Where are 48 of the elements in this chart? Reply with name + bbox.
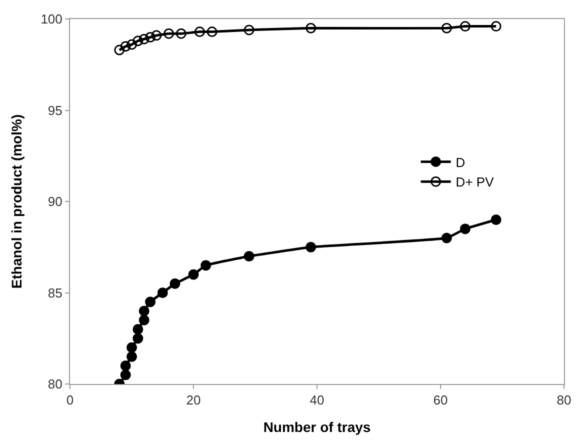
point: [145, 32, 156, 42]
point: [194, 26, 205, 38]
point: [206, 26, 218, 38]
point: [244, 251, 254, 262]
point: [132, 333, 144, 344]
legend-label: D: [456, 154, 466, 170]
point: [126, 351, 137, 362]
x-tick-label: 60: [433, 392, 448, 408]
x-tick-label: 80: [556, 392, 572, 408]
point: [176, 28, 186, 39]
point: [157, 288, 168, 298]
point: [306, 22, 316, 34]
point: [138, 34, 150, 44]
point: [138, 306, 150, 316]
legend-label: D+ PV: [456, 174, 494, 190]
point: [490, 21, 502, 32]
point: [306, 242, 316, 252]
point: [132, 36, 144, 46]
point: [120, 360, 131, 371]
point: [441, 232, 452, 244]
point: [120, 370, 131, 380]
point: [200, 260, 212, 271]
point: [114, 44, 125, 56]
point: [126, 342, 137, 353]
point: [188, 269, 199, 280]
x-tick-label: 0: [66, 392, 74, 408]
y-tick-label: 80: [48, 376, 62, 392]
point: [151, 30, 162, 41]
point: [244, 24, 254, 36]
y-tick-label: 85: [48, 285, 62, 300]
point: [441, 22, 452, 34]
point: [460, 224, 470, 234]
point: [145, 296, 156, 308]
y-tick-label: 100: [40, 12, 62, 27]
x-tick-label: 20: [186, 392, 201, 408]
point: [120, 41, 131, 52]
point: [126, 39, 137, 50]
y-axis-title: Ethanol in product (mol%): [8, 114, 24, 289]
y-tick-label: 95: [48, 102, 62, 118]
point: [170, 278, 180, 289]
y-tick-label: 90: [48, 194, 62, 210]
x-tick-label: 40: [310, 392, 324, 408]
point: [138, 314, 150, 326]
point: [132, 324, 144, 334]
point: [490, 214, 502, 225]
point: [164, 28, 174, 39]
x-axis-title: Number of trays: [263, 418, 371, 435]
point: [460, 21, 470, 32]
